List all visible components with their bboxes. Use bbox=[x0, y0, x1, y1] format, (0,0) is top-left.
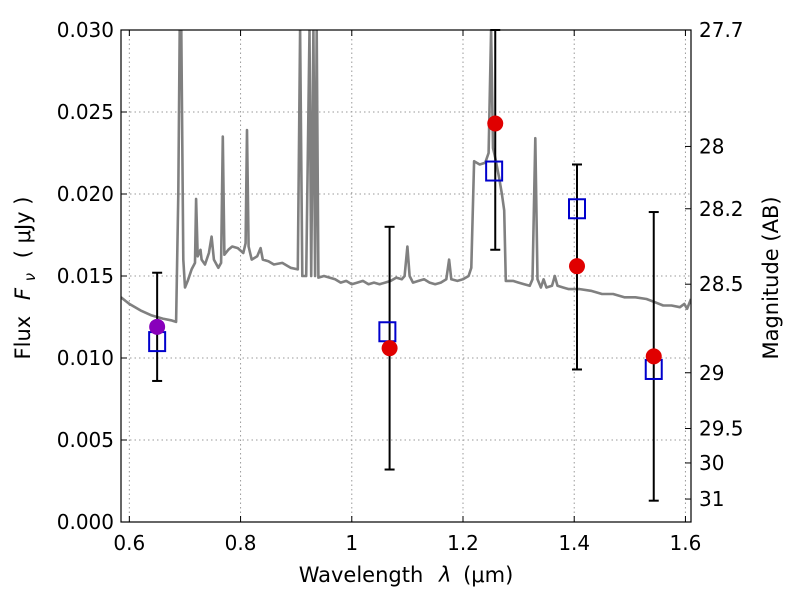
x-axis-title-symbol: λ bbox=[438, 563, 451, 587]
square-marker bbox=[378, 321, 397, 343]
x-axis-ticks: 0.6 0.8 1 1.2 1.4 1.6 bbox=[113, 30, 701, 555]
data-markers bbox=[148, 115, 663, 380]
circle-marker bbox=[487, 115, 504, 132]
right-tick-label: 28.5 bbox=[699, 272, 744, 296]
y-axis-title-unit: ( μJy ) bbox=[11, 197, 35, 259]
x-axis-title: Wavelength λ (μm) bbox=[299, 563, 514, 587]
y-tick-label: 0.005 bbox=[57, 428, 114, 452]
x-axis-title-unit: (μm) bbox=[463, 563, 513, 587]
y-tick-label: 0.015 bbox=[57, 264, 114, 288]
right-tick-label: 28.2 bbox=[699, 197, 744, 221]
y-axis-title: Flux F ν ( μJy ) bbox=[11, 197, 40, 360]
plot-area bbox=[121, 30, 691, 324]
right-tick-label: 28 bbox=[699, 134, 724, 158]
right-axis-ticks: 27.7 28 28.2 28.5 29 29.5 30 31 bbox=[685, 18, 744, 511]
right-tick-label: 29.5 bbox=[699, 417, 744, 441]
x-tick-label: 0.6 bbox=[113, 531, 145, 555]
square-marker bbox=[568, 198, 586, 220]
y-axis-title-subscript: ν bbox=[21, 273, 39, 281]
x-tick-label: 1.4 bbox=[558, 531, 590, 555]
x-tick-label: 1.2 bbox=[447, 531, 479, 555]
right-tick-label: 29 bbox=[699, 361, 724, 385]
x-axis-title-text: Wavelength bbox=[299, 563, 424, 587]
circle-marker bbox=[149, 318, 166, 335]
y-axis-title-symbol: F bbox=[11, 287, 35, 300]
circle-marker bbox=[381, 340, 398, 357]
circle-marker bbox=[645, 348, 662, 365]
right-tick-label: 30 bbox=[699, 451, 724, 475]
y-axis-title-text: Flux bbox=[11, 316, 35, 360]
y-tick-label: 0.030 bbox=[57, 18, 114, 42]
right-tick-label: 31 bbox=[699, 487, 724, 511]
y-axis-ticks: 0.000 0.005 0.010 0.015 0.020 0.025 0.030 bbox=[57, 18, 127, 534]
circle-marker bbox=[569, 258, 585, 275]
x-tick-label: 0.8 bbox=[225, 531, 257, 555]
square-marker bbox=[485, 160, 504, 182]
y-tick-label: 0.010 bbox=[57, 346, 114, 370]
grid bbox=[121, 30, 691, 522]
x-tick-label: 1.6 bbox=[670, 531, 702, 555]
x-tick-label: 1 bbox=[345, 531, 358, 555]
y-tick-label: 0.000 bbox=[57, 510, 114, 534]
y-tick-label: 0.020 bbox=[57, 182, 114, 206]
spectrum-line bbox=[121, 30, 691, 324]
right-tick-label: 27.7 bbox=[699, 18, 744, 42]
y-tick-label: 0.025 bbox=[57, 100, 114, 124]
right-axis-title: Magnitude (AB) bbox=[759, 196, 783, 359]
